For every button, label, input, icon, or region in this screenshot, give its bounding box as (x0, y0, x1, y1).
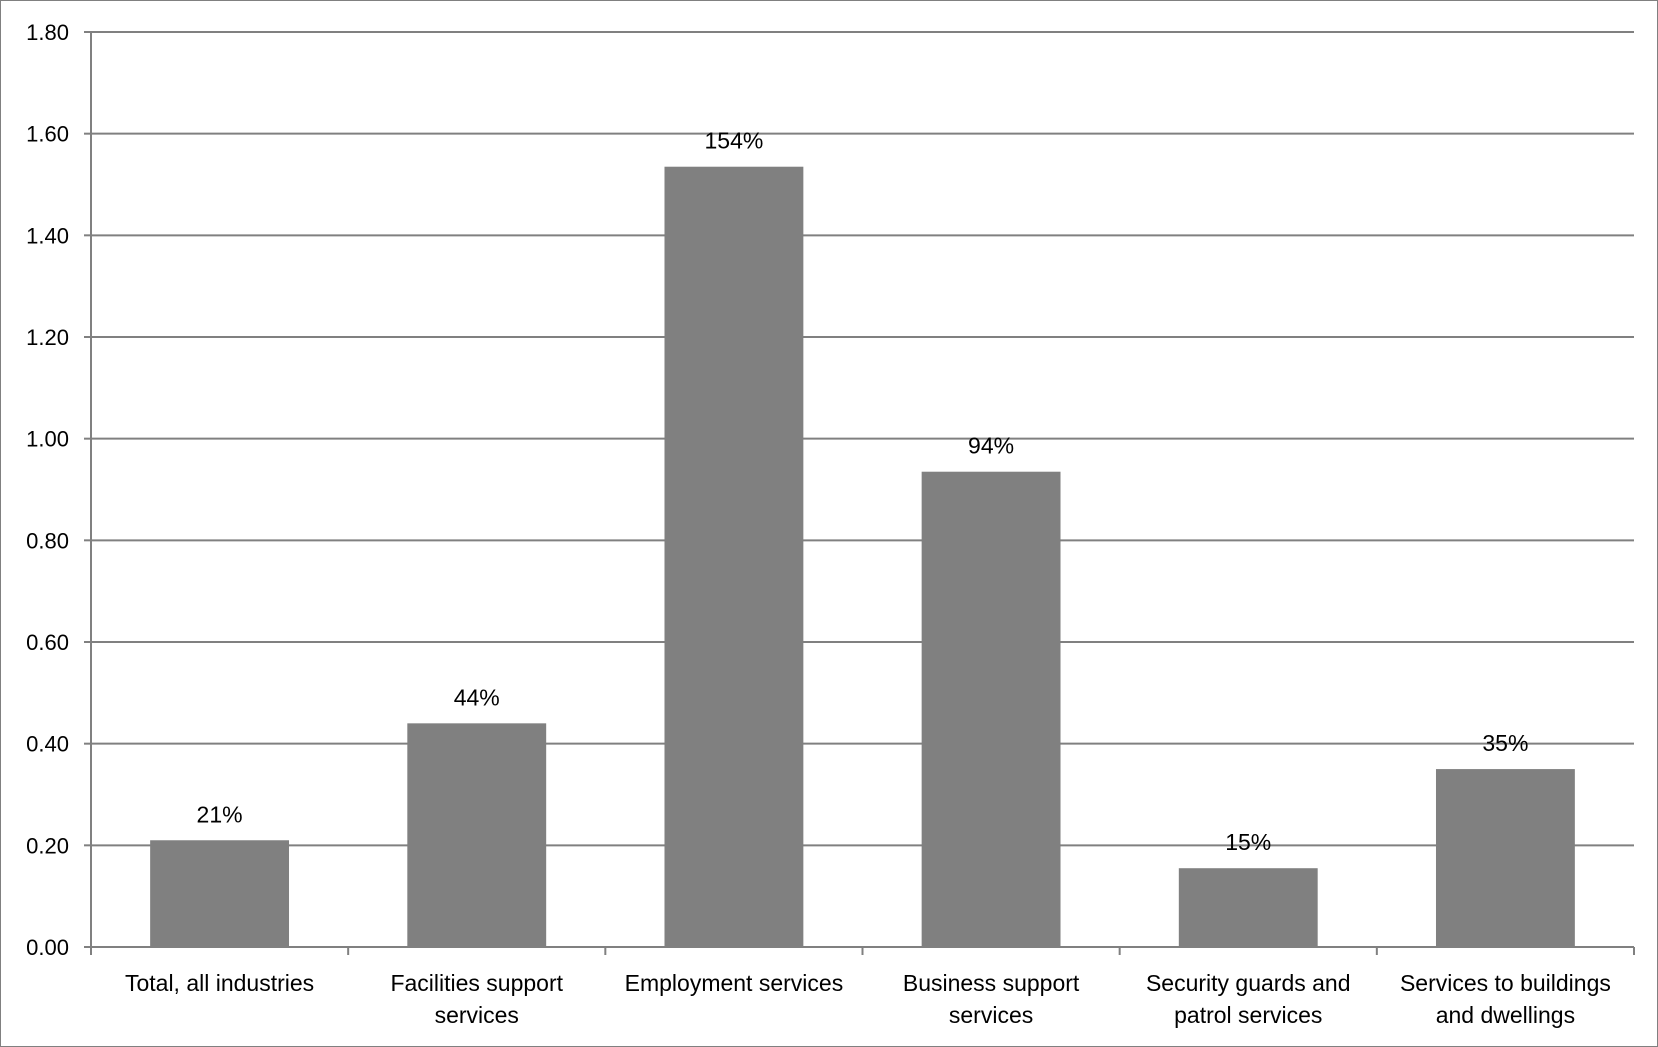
category-label: services (435, 1002, 519, 1028)
data-label: 94% (968, 433, 1014, 459)
category-label: Business support (903, 970, 1080, 996)
bar (921, 471, 1061, 947)
y-tick-label: 0.80 (26, 528, 69, 553)
category-label: Total, all industries (125, 970, 314, 996)
bars (150, 166, 1575, 948)
data-label: 154% (705, 128, 764, 154)
bar (1435, 769, 1575, 947)
data-label: 35% (1482, 730, 1528, 756)
data-label: 21% (197, 801, 243, 827)
data-label: 44% (454, 684, 500, 710)
category-label: Services to buildings (1400, 970, 1611, 996)
bar (407, 723, 547, 947)
category-label: Employment services (625, 970, 844, 996)
y-tick-label: 1.60 (26, 122, 69, 147)
y-tick-label: 0.00 (26, 935, 69, 960)
axes (84, 31, 1635, 955)
y-tick-label: 1.80 (26, 20, 69, 45)
y-tick-label: 1.00 (26, 427, 69, 452)
y-tick-label: 0.20 (26, 833, 69, 858)
category-label: and dwellings (1436, 1002, 1575, 1028)
bar (1178, 868, 1318, 947)
category-label: patrol services (1174, 1002, 1322, 1028)
category-label: services (949, 1002, 1033, 1028)
y-tick-label: 0.40 (26, 732, 69, 757)
data-label: 15% (1225, 829, 1271, 855)
bar (150, 840, 290, 947)
y-tick-labels: 0.00 0.20 0.40 0.60 0.80 1.00 1.20 1.40 1.60 1.80 (26, 20, 69, 960)
category-labels: Total, all industries Facilities support s… (125, 970, 1611, 1028)
bar (664, 166, 804, 948)
category-label: Security guards and (1146, 970, 1351, 996)
gridlines (91, 31, 1634, 847)
category-label: Facilities support (390, 970, 563, 996)
y-tick-label: 0.60 (26, 630, 69, 655)
y-tick-label: 1.40 (26, 223, 69, 248)
y-tick-label: 1.20 (26, 325, 69, 350)
data-labels: 21% 44% 154% 94% 15% 35% (197, 128, 1529, 855)
